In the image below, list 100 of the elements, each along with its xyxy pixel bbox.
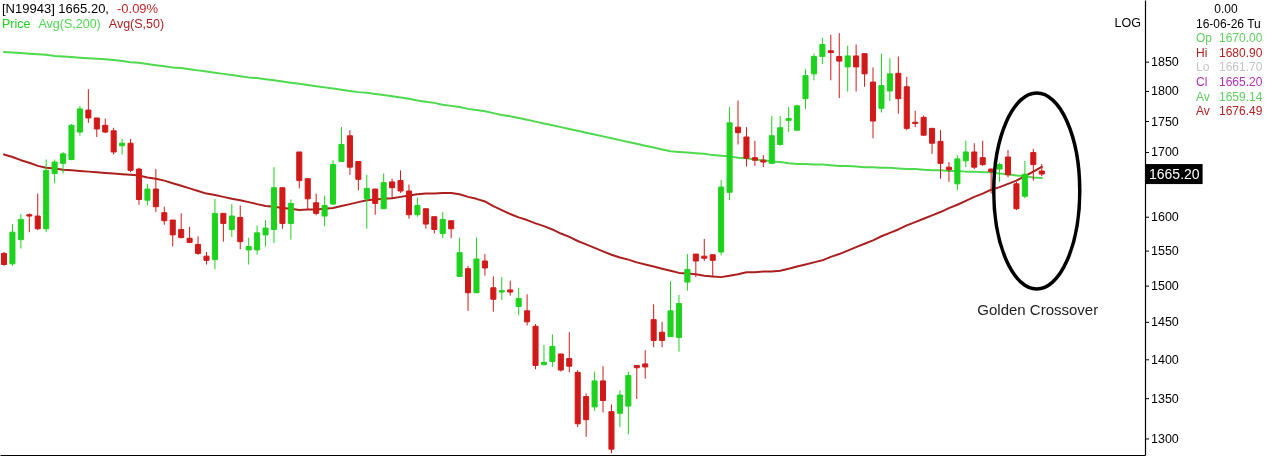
candlestick (718, 179, 725, 256)
candlestick (498, 276, 505, 301)
candlestick (237, 204, 244, 250)
candlestick (625, 371, 632, 435)
candlestick (220, 212, 227, 243)
candlestick (945, 161, 952, 183)
candlestick (726, 106, 733, 201)
candlestick (549, 333, 556, 368)
candlestick (912, 110, 919, 128)
candlestick (161, 206, 168, 226)
candlestick (34, 193, 41, 231)
candlestick (743, 126, 750, 168)
candlestick (346, 129, 353, 176)
text: Av 1676.49 (1196, 104, 1263, 119)
candlestick (734, 99, 742, 145)
candlestick (43, 159, 50, 233)
candlestick (667, 280, 674, 338)
candlestick (355, 160, 362, 191)
candlestick (591, 371, 598, 412)
candlestick (135, 167, 143, 206)
text: 16-06-26 Tu (1196, 16, 1261, 31)
candlestick (777, 115, 784, 147)
candlestick (1038, 163, 1045, 177)
candlestick (692, 253, 699, 278)
candlestick (313, 193, 320, 216)
y-axis-title: LOG (1114, 16, 1141, 30)
y-tick-label: 1500 (1151, 279, 1179, 294)
candlestick (152, 168, 159, 213)
candlestick (853, 44, 860, 93)
candlestick (372, 188, 379, 216)
candlestick (760, 154, 767, 168)
y-tick-label: 1600 (1151, 210, 1179, 225)
candlestick (304, 178, 311, 210)
candlestick (540, 344, 547, 366)
candlestick (583, 392, 590, 438)
text: Av 1659.14 (1196, 89, 1263, 104)
candlestick (178, 212, 185, 239)
candlestick (465, 265, 472, 312)
candlestick (85, 88, 92, 124)
candlestick (616, 389, 623, 428)
candlestick (962, 140, 969, 168)
candlestick (110, 127, 117, 155)
line-series (3, 153, 1043, 279)
candlestick (557, 353, 564, 373)
candlestick (684, 253, 691, 292)
candlestick (785, 106, 792, 133)
candlestick (439, 211, 446, 239)
candlestick (144, 183, 151, 206)
candlestick (448, 220, 455, 239)
candlestick (211, 198, 218, 270)
candlestick (1013, 181, 1020, 211)
candlestick (9, 223, 16, 267)
candlestick (886, 57, 893, 102)
y-tick-label: 1550 (1151, 244, 1179, 259)
candlestick (481, 253, 488, 277)
candlestick (895, 56, 902, 115)
y-tick-label: 1300 (1151, 431, 1179, 446)
y-tick-label: 1450 (1151, 315, 1179, 330)
candlestick (270, 166, 278, 244)
series-label: Avg(S,200) (38, 17, 101, 31)
candlestick (76, 105, 83, 137)
candlestick (836, 32, 843, 99)
candlestick (1030, 148, 1037, 182)
y-tick-label: 1750 (1151, 114, 1179, 129)
candlestick (397, 169, 404, 194)
candlestick (878, 53, 885, 114)
candlestick (844, 45, 851, 93)
line-series (3, 50, 1043, 179)
candlestick (515, 287, 522, 316)
candlestick (701, 238, 708, 262)
candlestick (920, 115, 927, 137)
candlestick (279, 186, 286, 230)
candlestick (903, 76, 910, 131)
y-tick-label: 1700 (1151, 145, 1179, 160)
candlestick (659, 321, 666, 348)
candlestick (675, 294, 682, 353)
candlestick (127, 138, 134, 173)
candlestick (819, 37, 826, 65)
text: Price (2, 17, 31, 31)
candlestick (650, 303, 657, 348)
candlestick (389, 178, 396, 199)
candlestick (827, 34, 834, 81)
chart-subtitle: -0.09% (116, 1, 159, 16)
candlestick (988, 167, 995, 195)
candlestick (929, 127, 936, 155)
candlestick (119, 138, 126, 155)
candlestick (996, 162, 1003, 183)
candlestick (0, 251, 8, 267)
candlestick (228, 203, 235, 238)
candlestick (971, 142, 978, 170)
candlestick (338, 126, 345, 163)
candlestick (68, 123, 75, 161)
candlestick (60, 151, 67, 175)
y-tick-label: 1350 (1151, 391, 1179, 406)
candlestick (768, 115, 775, 165)
text: Hi 1680.90 (1196, 45, 1263, 60)
candlestick (642, 349, 649, 380)
text: Op 1670.00 (1196, 31, 1263, 46)
candlestick (195, 235, 202, 256)
candlestick (26, 212, 33, 233)
